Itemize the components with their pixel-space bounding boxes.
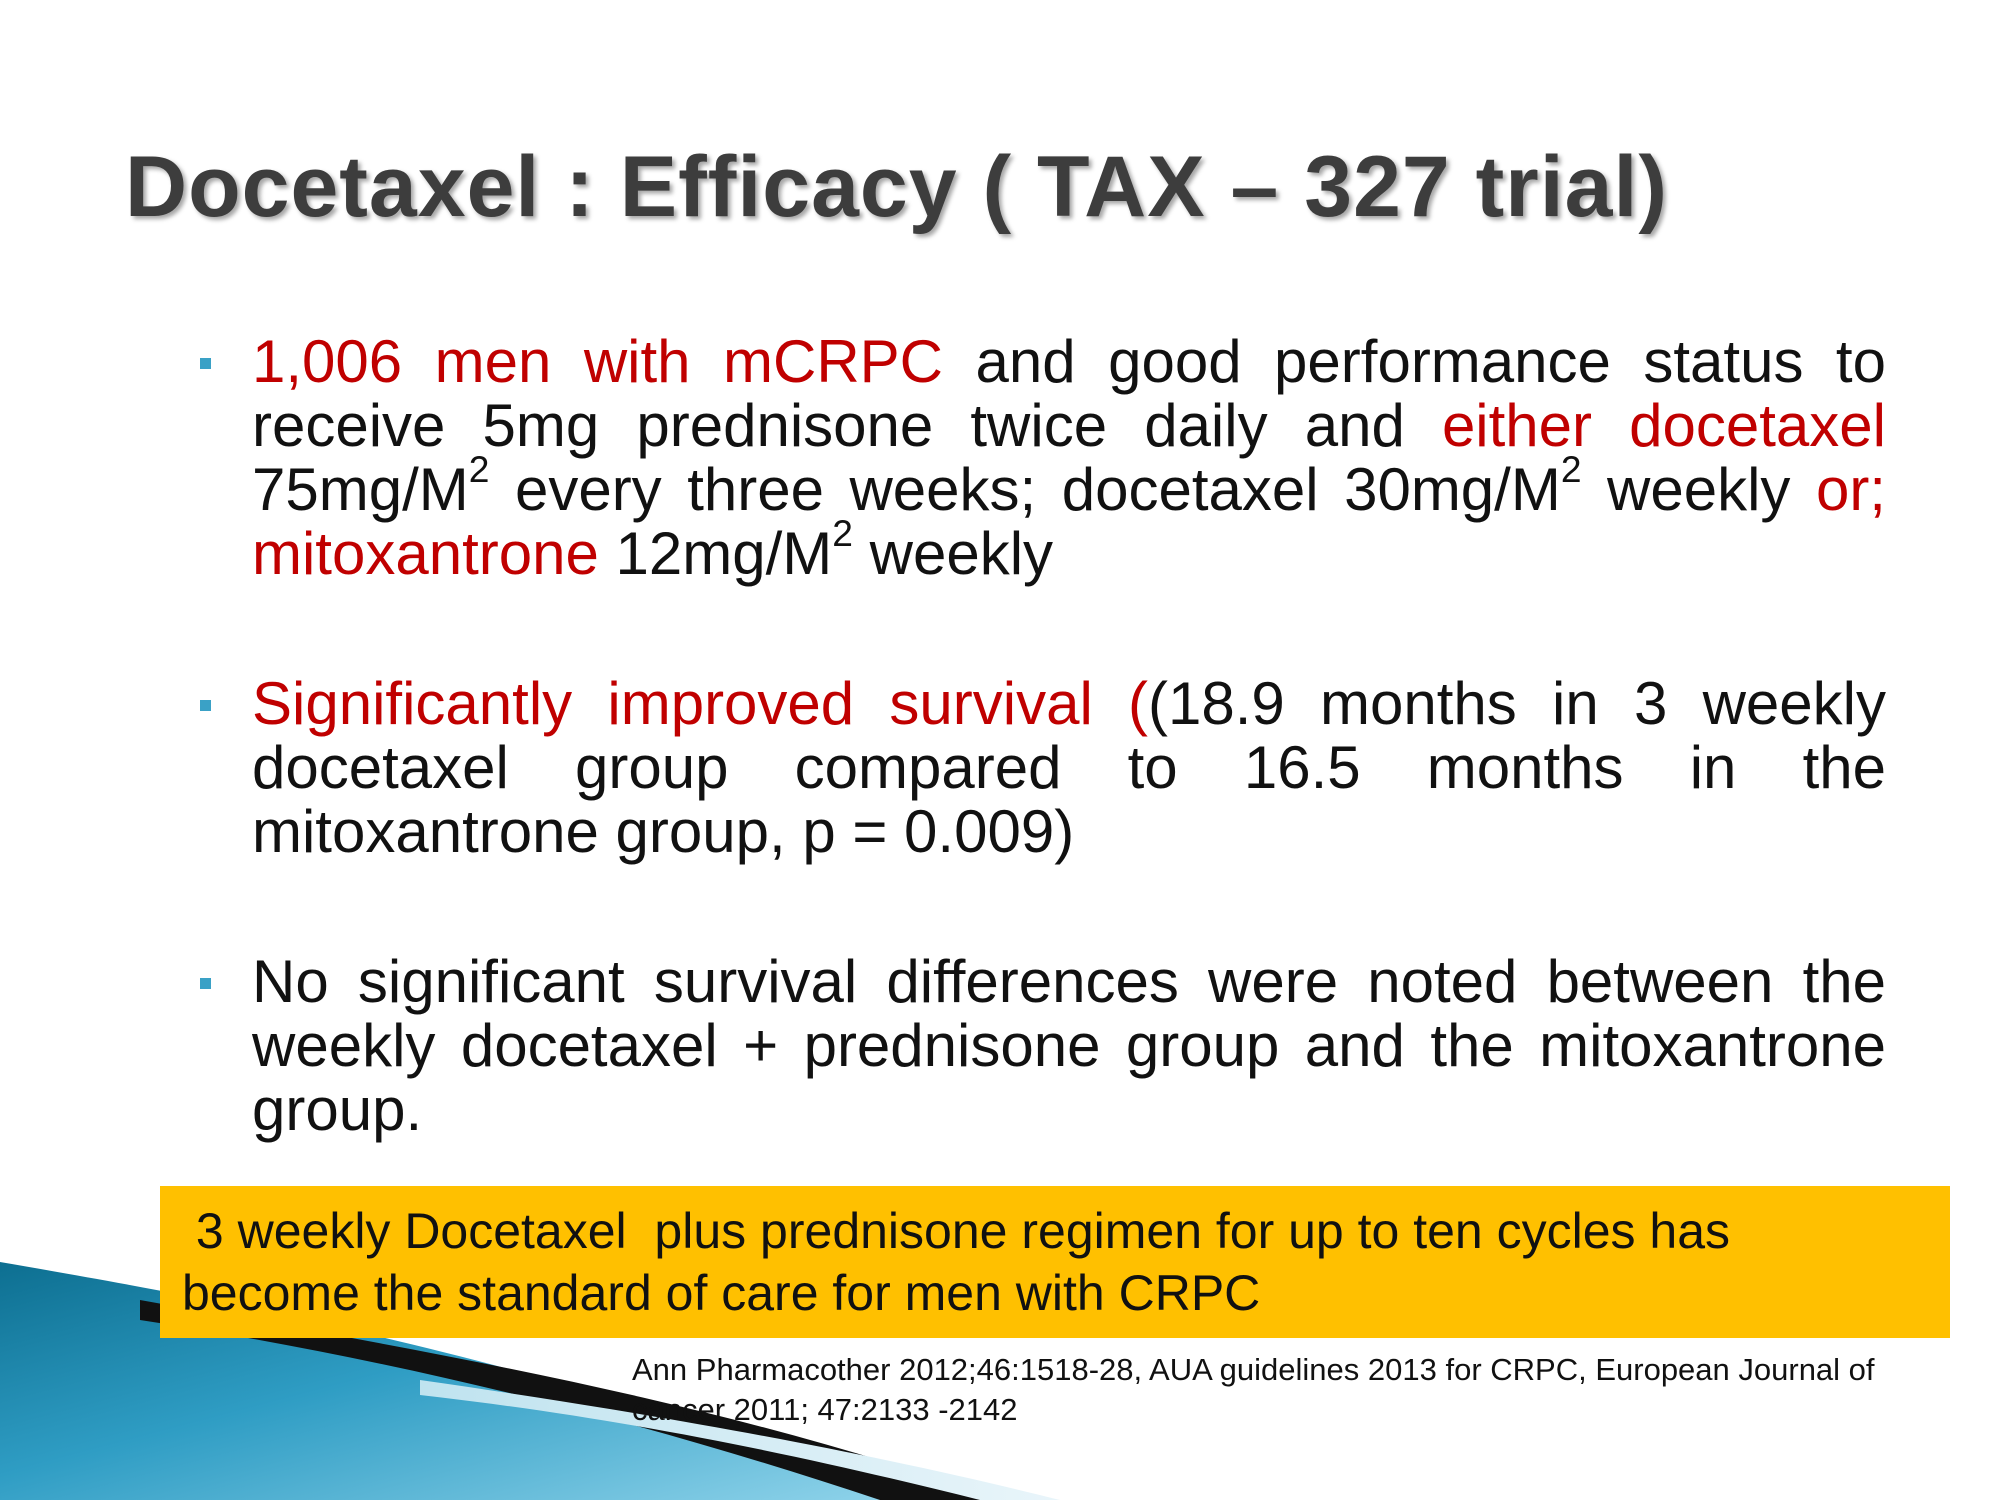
citation: Ann Pharmacother 2012;46:1518-28, AUA gu… bbox=[632, 1350, 1992, 1430]
callout-box: 3 weekly Docetaxel plus prednisone regim… bbox=[160, 1186, 1950, 1338]
citation-line: Ann Pharmacother 2012;46:1518-28, AUA gu… bbox=[632, 1352, 1875, 1387]
bullet-segment: No significant survival differences were… bbox=[252, 948, 1886, 1143]
bullet-text: Significantly improved survival ((18.9 m… bbox=[252, 672, 1886, 864]
bullet-segment: 75mg/M bbox=[252, 456, 469, 523]
bullet-segment: Significantly improved survival ( bbox=[252, 670, 1149, 737]
bullet-item: 1,006 men with mCRPC and good performanc… bbox=[190, 330, 1890, 586]
bullet-segment: every three weeks; docetaxel 30mg/M bbox=[489, 456, 1561, 523]
callout-line: become the standard of care for men with… bbox=[182, 1265, 1261, 1321]
bullet-segment: 1,006 men with mCRPC bbox=[252, 328, 944, 395]
citation-line: cancer 2011; 47:2133 -2142 bbox=[632, 1392, 1018, 1427]
bullet-item: No significant survival differences were… bbox=[190, 950, 1890, 1142]
bullet-item: Significantly improved survival ((18.9 m… bbox=[190, 672, 1890, 864]
callout-line: 3 weekly Docetaxel plus prednisone regim… bbox=[182, 1203, 1731, 1259]
bullet-segment: weekly bbox=[852, 520, 1054, 587]
bullet-segment: 12mg/M bbox=[598, 520, 833, 587]
bullet-segment: (18.9 months in 3 weekly docetaxel group… bbox=[252, 670, 1886, 865]
superscript: 2 bbox=[468, 448, 490, 491]
bullet-segment: and good performance status to receive 5… bbox=[252, 328, 1886, 459]
bullet-square-icon bbox=[200, 358, 211, 369]
bullet-text: No significant survival differences were… bbox=[252, 950, 1886, 1142]
bullet-segment: weekly bbox=[1581, 456, 1816, 523]
bullet-segment: either docetaxel bbox=[1441, 392, 1886, 459]
bullet-text: 1,006 men with mCRPC and good performanc… bbox=[252, 330, 1886, 586]
bullet-square-icon bbox=[200, 700, 211, 711]
superscript: 2 bbox=[1560, 448, 1582, 491]
bullet-square-icon bbox=[200, 978, 211, 989]
superscript: 2 bbox=[832, 512, 853, 555]
slide-title: Docetaxel : Efficacy ( TAX – 327 trial) bbox=[125, 139, 1668, 235]
bullet-segment: or; mitoxantrone bbox=[252, 456, 1886, 587]
bullet-list: 1,006 men with mCRPC and good performanc… bbox=[190, 330, 1890, 1228]
